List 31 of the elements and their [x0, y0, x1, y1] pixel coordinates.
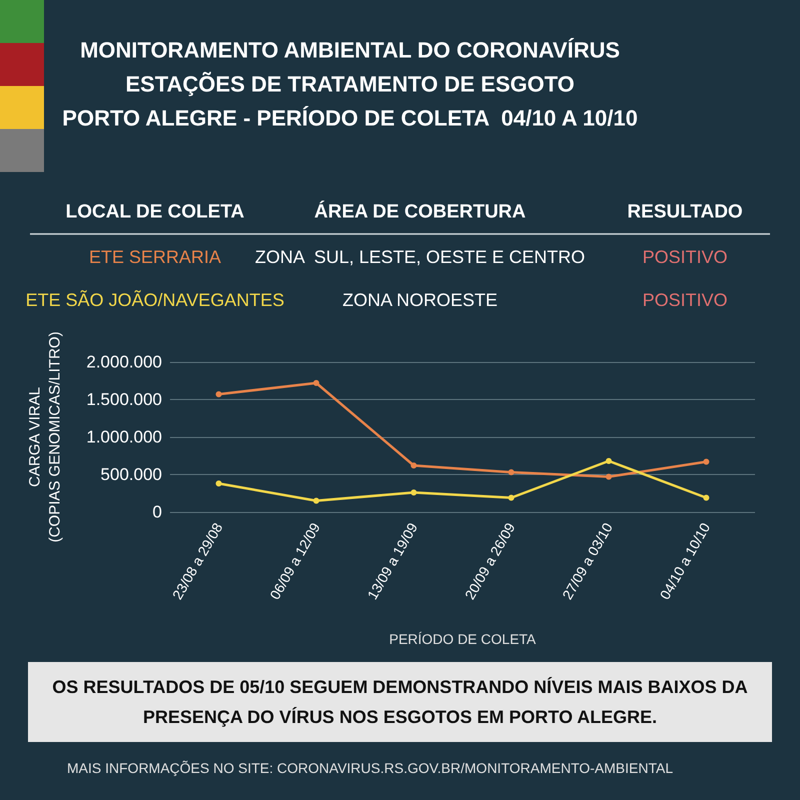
point — [313, 380, 320, 386]
text: OS RESULTADOS DE 05/10 SEGUEM DEMONSTRANDO NÍVEIS MAIS BAIXOS DA PRESENÇA DO VÍRUS NOS ESGOTOS EM PORTO ALEGRE. — [52, 677, 748, 727]
y-tick-label: 1.000.000 — [86, 428, 162, 446]
point — [703, 494, 710, 501]
point — [410, 490, 417, 496]
text: ZONA SUL, LESTE, OESTE E CENTRO — [254, 247, 586, 267]
point — [703, 458, 710, 465]
text: RESULTADO — [627, 202, 743, 222]
chart-title: MONITORAMENTO AMBIENTAL DO CORONAVÍRUS ESTAÇÕES DE TRATAMENTO DE ESGOTO PORTO ALEGRE - PERÍODO DE COLETA 04/10 A 10/10 — [62, 38, 638, 130]
text: ETE SERRARIA — [88, 247, 222, 267]
y-axis-title: CARGA VIRAL (COPIAS GENOMICAS/LITRO) — [26, 332, 64, 542]
y-tick-label: 500.000 — [100, 465, 162, 484]
text: POSITIVO — [642, 290, 728, 310]
point — [216, 391, 222, 398]
text: POSITIVO — [642, 247, 728, 267]
point — [508, 469, 514, 476]
y-tick-label: 1.500.000 — [86, 390, 162, 409]
point — [410, 462, 417, 468]
y-tick-label: 0 — [152, 502, 162, 522]
point — [216, 480, 222, 486]
point — [606, 458, 612, 464]
text: ETE SÃO JOÃO/NAVEGANTES — [26, 290, 284, 310]
point — [313, 498, 320, 504]
y-tick-label: 2.000.000 — [86, 352, 162, 372]
point — [508, 494, 514, 501]
point — [606, 474, 612, 480]
text: ZONA NOROESTE — [342, 290, 498, 310]
text: ÁREA DE COBERTURA — [314, 200, 526, 222]
text: MAIS INFORMAÇÕES NO SITE: CORONAVIRUS.RS.GOV.BR/MONITORAMENTO-AMBIENTAL — [67, 760, 674, 776]
text: LOCAL DE COLETA — [66, 202, 245, 222]
x-axis-title: PERÍODO DE COLETA — [389, 631, 537, 647]
